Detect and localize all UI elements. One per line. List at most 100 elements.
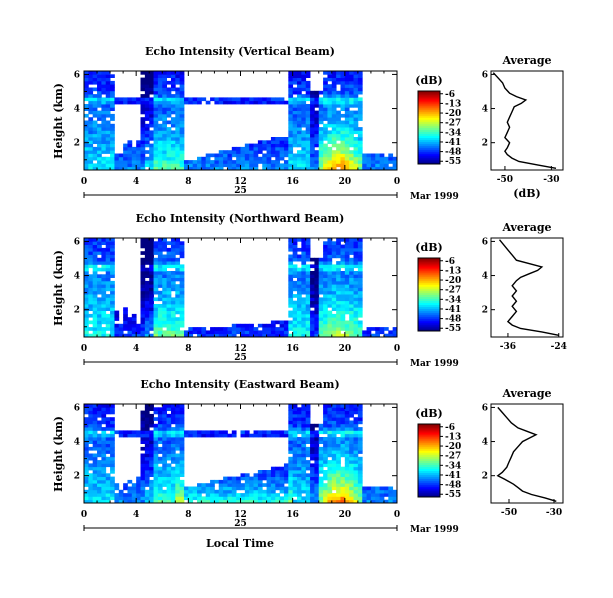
heatmap-cell: [327, 437, 333, 441]
heatmap-cell: [205, 499, 211, 503]
heatmap-cell: [149, 310, 154, 315]
heatmap-cell: [314, 476, 320, 481]
heatmap-cell: [166, 150, 172, 154]
heatmap-cell: [97, 146, 102, 151]
heatmap-cell: [318, 499, 324, 503]
heatmap-cell: [157, 156, 163, 161]
heatmap-cell: [353, 160, 359, 164]
heatmap-cell: [253, 499, 259, 503]
heatmap-cell: [162, 104, 167, 108]
heatmap-cell: [305, 127, 311, 131]
heatmap-cell: [162, 264, 167, 269]
heatmap-cell: [323, 489, 328, 494]
heatmap-cell: [349, 420, 354, 425]
y-tick-label: 2: [74, 306, 80, 316]
heatmap-cell: [305, 130, 311, 135]
heatmap-cell: [157, 117, 163, 121]
heatmap-cell: [279, 476, 285, 481]
colorbar-segment: [418, 436, 440, 439]
heatmap-cell: [162, 446, 167, 451]
heatmap-cell: [118, 166, 124, 170]
heatmap-cell: [327, 244, 333, 249]
heatmap-cell: [305, 107, 311, 111]
heatmap-cell: [170, 137, 176, 141]
heatmap-cell: [157, 417, 163, 421]
heatmap-cell: [231, 493, 237, 497]
heatmap-cell: [166, 153, 172, 158]
heatmap-cell: [357, 277, 363, 282]
heatmap-cell: [297, 430, 302, 435]
heatmap-cell: [166, 310, 172, 315]
heatmap-cell: [97, 330, 102, 335]
heatmap-cell: [105, 300, 111, 305]
heatmap-cell: [257, 143, 263, 148]
heatmap-cell: [88, 493, 94, 497]
heatmap-cell: [279, 486, 285, 491]
heatmap-cell: [375, 166, 381, 170]
heatmap-cell: [110, 238, 115, 242]
heatmap-cell: [305, 323, 311, 328]
colorbar-segment: [418, 137, 440, 141]
heatmap-cell: [310, 163, 315, 168]
heatmap-cell: [340, 74, 346, 78]
heatmap-cell: [305, 104, 311, 108]
heatmap-cell: [388, 496, 394, 501]
heatmap-cell: [288, 420, 294, 425]
heatmap-cell: [101, 463, 107, 468]
heatmap-cell: [110, 483, 115, 487]
heatmap-cell: [101, 300, 107, 305]
x-tick-label: 4: [133, 510, 139, 520]
heatmap-cell: [305, 117, 311, 121]
heatmap-cell: [92, 466, 98, 471]
heatmap-cell: [110, 476, 115, 481]
colorbar-segment: [418, 111, 440, 114]
heatmap-cell: [162, 244, 167, 249]
heatmap-cell: [340, 150, 346, 154]
heatmap-cell: [179, 294, 185, 298]
heatmap-cell: [101, 74, 107, 78]
heatmap-cell: [166, 470, 172, 474]
heatmap-cell: [149, 499, 154, 503]
heatmap-cell: [253, 150, 259, 154]
heatmap-cell: [170, 156, 176, 161]
colorbar-unit: (dB): [415, 74, 442, 87]
heatmap-cell: [92, 489, 98, 494]
heatmap-cell: [140, 160, 146, 164]
colorbar-tick-label: -27: [445, 119, 461, 129]
heatmap-cell: [162, 163, 167, 168]
heatmap-cell: [310, 456, 315, 461]
heatmap-cell: [240, 473, 246, 477]
heatmap-cell: [244, 333, 250, 337]
heatmap-cell: [175, 163, 181, 168]
heatmap-cell: [336, 307, 341, 311]
heatmap-cell: [288, 280, 294, 285]
heatmap-cell: [110, 84, 115, 88]
heatmap-cell: [336, 456, 341, 461]
heatmap-cell: [157, 420, 163, 425]
heatmap-cell: [262, 499, 267, 503]
heatmap-cell: [123, 163, 128, 168]
heatmap-cell: [331, 277, 337, 282]
heatmap-cell: [349, 440, 354, 444]
heatmap-cell: [353, 404, 359, 408]
heatmap-cell: [157, 153, 163, 158]
heatmap-cell: [344, 307, 350, 311]
heatmap-cell: [305, 113, 311, 118]
heatmap-cell: [223, 153, 228, 158]
heatmap-cell: [375, 330, 381, 335]
heatmap-cell: [183, 100, 189, 105]
heatmap-cell: [305, 417, 311, 421]
heatmap-cell: [357, 74, 363, 78]
heatmap-cell: [127, 333, 133, 337]
heatmap-cell: [201, 486, 207, 491]
heatmap-cell: [323, 307, 328, 311]
heatmap-cell: [297, 320, 302, 325]
heatmap-cell: [144, 466, 150, 471]
heatmap-cell: [292, 100, 298, 105]
heatmap-cell: [305, 413, 311, 418]
heatmap-cell: [84, 87, 89, 92]
heatmap-cell: [101, 456, 107, 461]
heatmap-cell: [297, 113, 302, 118]
heatmap-cell: [157, 127, 163, 131]
heatmap-cell: [179, 71, 185, 75]
